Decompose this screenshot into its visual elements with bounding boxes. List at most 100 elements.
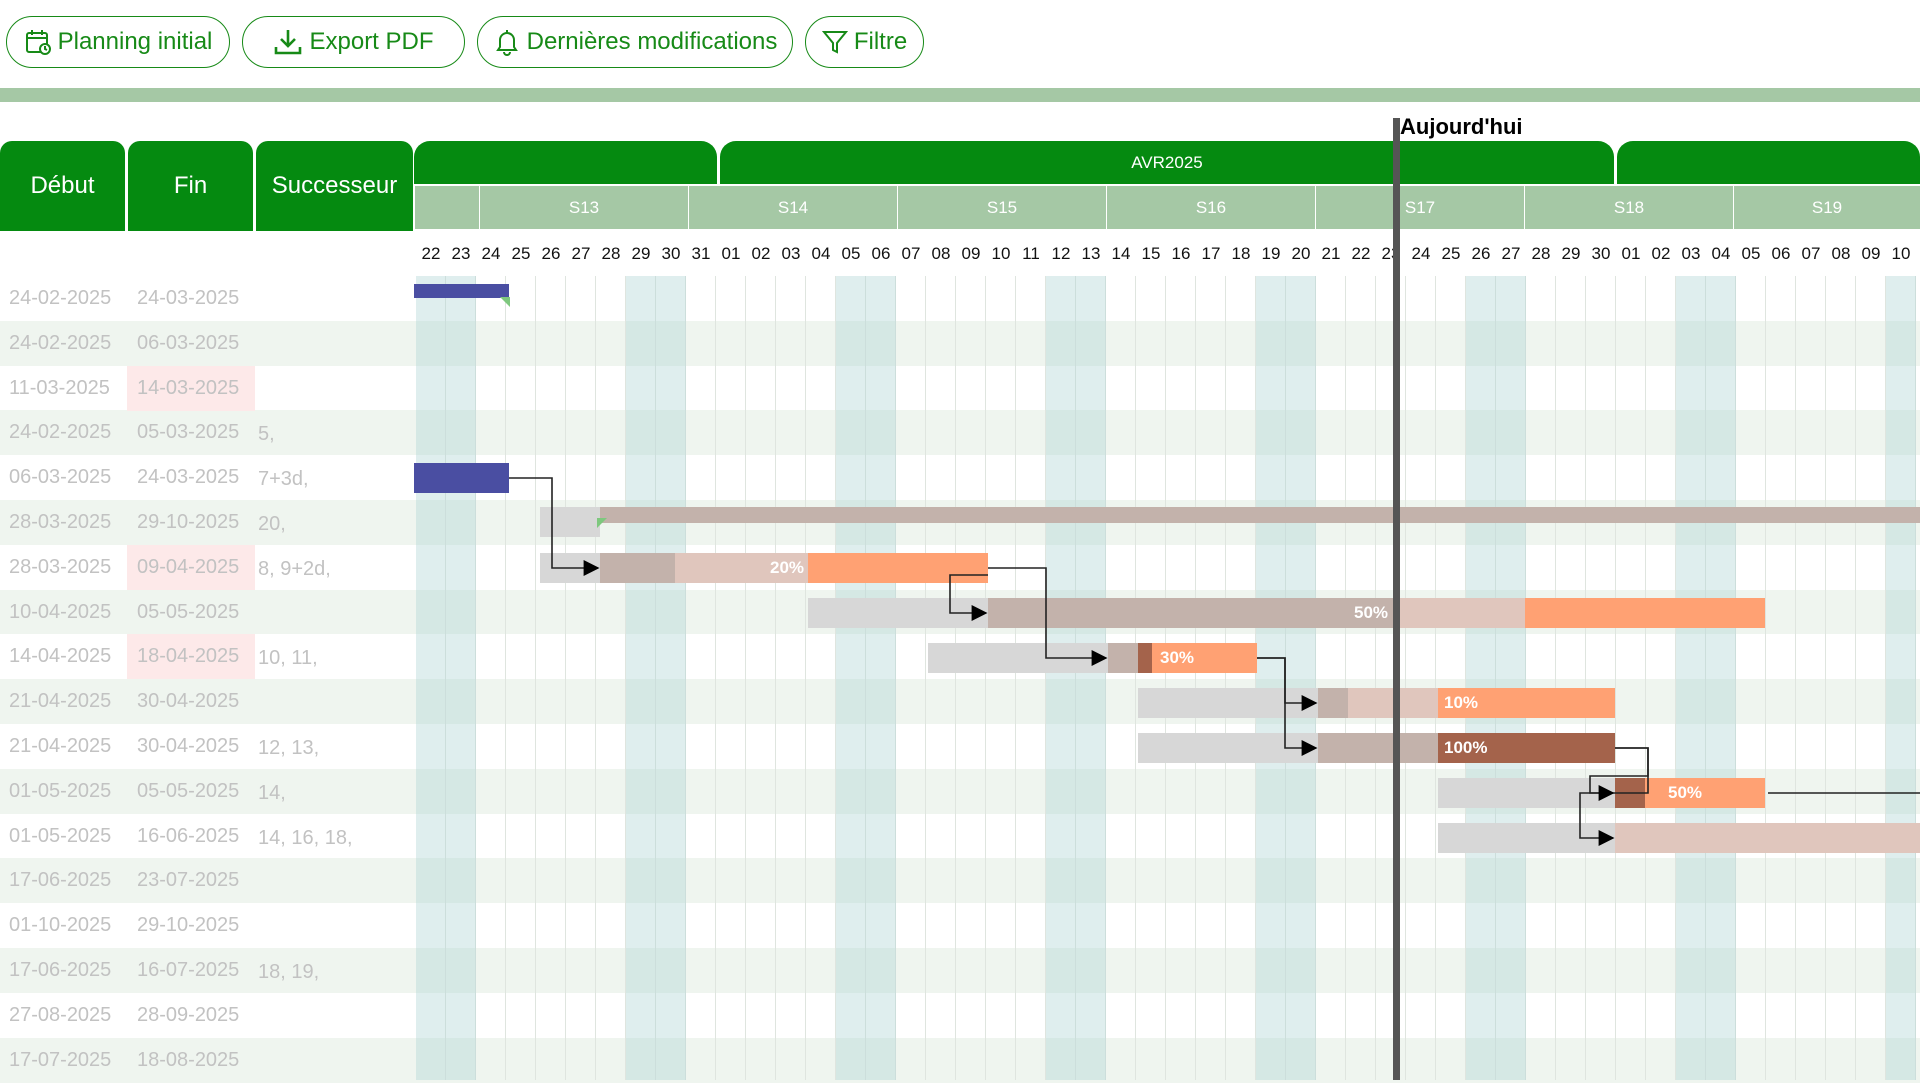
end-date-cell[interactable]: 05-05-2025 [137,779,240,802]
weekend-shade [836,276,866,1080]
end-date-cell[interactable]: 30-04-2025 [137,735,240,757]
weekend-shade [1256,276,1286,1080]
day-header-cell: 03 [781,244,801,263]
task-bar[interactable] [1152,643,1257,673]
end-date-cell[interactable]: 29-10-2025 [137,914,240,937]
start-date-cell[interactable]: 01-05-2025 [9,779,112,802]
start-date-cell[interactable]: 01-05-2025 [9,824,112,847]
day-header-cell: 25 [1441,244,1461,263]
end-date-cell[interactable]: 06-03-2025 [137,331,240,354]
end-date-cell[interactable]: 16-07-2025 [137,959,240,981]
end-date-cell[interactable]: 24-03-2025 [137,466,240,489]
filtre-button[interactable]: Filtre [805,16,924,68]
successor-cell[interactable]: 10, 11, [258,647,318,670]
successor-cell[interactable]: 14, [258,781,286,804]
grid-line [1525,276,1526,1080]
end-date-cell[interactable]: 18-04-2025 [127,634,255,680]
start-date-cell[interactable]: 21-04-2025 [9,690,112,713]
successor-cell[interactable]: 5, [258,423,275,446]
grid-line [1585,276,1586,1080]
start-date-cell[interactable]: 06-03-2025 [9,466,112,489]
end-date-cell[interactable]: 23-07-2025 [137,869,240,892]
successor-cell[interactable]: 18, 19, [258,961,320,983]
filter-icon [821,31,848,54]
day-header-cell: 22 [421,244,441,263]
grid-line [1435,276,1436,1080]
start-date-cell[interactable]: 01-10-2025 [9,914,112,937]
day-header-cell: 07 [1801,244,1821,263]
weekend-shade [1706,276,1736,1080]
grid-line [865,276,866,1080]
grid-line [1705,276,1706,1080]
grid-line [745,276,746,1080]
grid-line [475,276,476,1080]
start-date-cell[interactable]: 24-02-2025 [9,421,112,444]
start-date-cell[interactable]: 14-04-2025 [9,645,112,668]
successor-cell[interactable]: 7+3d, [258,468,309,491]
start-date-cell[interactable]: 17-07-2025 [9,1048,112,1071]
start-date-cell[interactable]: 27-08-2025 [9,1003,112,1026]
weekend-shade [1286,276,1316,1080]
row-background [0,948,1920,993]
day-header-cell: 16 [1171,244,1191,263]
dernieres-modifications-button[interactable]: Dernières modifications [477,16,793,68]
end-date-cell[interactable]: 18-08-2025 [137,1048,240,1071]
start-date-cell[interactable]: 28-03-2025 [9,511,112,533]
successor-cell[interactable]: 20, [258,513,286,535]
end-date-cell[interactable]: 24-03-2025 [137,287,240,309]
column-header-successeur[interactable]: Successeur [256,141,413,231]
task-bar[interactable] [1615,823,1920,853]
task-bar[interactable] [414,463,509,493]
grid-line [775,276,776,1080]
start-date-cell[interactable]: 24-02-2025 [9,287,112,309]
day-header-cell: 28 [1531,244,1551,263]
task-bar[interactable] [1438,688,1615,718]
start-date-cell[interactable]: 28-03-2025 [9,555,112,578]
end-date-cell[interactable]: 09-04-2025 [127,544,255,590]
task-bar[interactable] [1645,778,1765,808]
start-date-cell[interactable]: 17-06-2025 [9,869,112,892]
task-bar[interactable] [1438,733,1615,763]
end-date-cell[interactable]: 30-04-2025 [137,690,240,713]
row-background [0,365,1920,411]
grid-line [535,276,536,1080]
end-date-cell[interactable]: 28-09-2025 [137,1003,240,1026]
successor-cell[interactable]: 14, 16, 18, [258,826,353,849]
grid-line [1855,276,1856,1080]
milestone-marker-icon [597,518,607,528]
week-header: S15 [897,186,1106,229]
grid-line [445,276,446,1080]
end-date-cell[interactable]: 29-10-2025 [137,511,240,533]
column-header-debut[interactable]: Début [0,141,125,231]
row-background [0,858,1920,904]
grid-line [1375,276,1376,1080]
day-header-cell: 30 [1591,244,1611,263]
start-date-cell[interactable]: 17-06-2025 [9,959,112,981]
export-pdf-button[interactable]: Export PDF [242,16,465,68]
planning-initial-button[interactable]: Planning initial [6,16,230,68]
successor-cell[interactable]: 12, 13, [258,737,320,759]
grid-line [1195,276,1196,1080]
task-bar[interactable] [600,507,1920,523]
column-header-fin[interactable]: Fin [128,141,253,231]
day-header-cell: 06 [871,244,891,263]
day-header-cell: 28 [601,244,621,263]
start-date-cell[interactable]: 21-04-2025 [9,735,112,757]
calendar-icon [25,30,51,55]
day-header-cell: 19 [1261,244,1281,263]
end-date-cell[interactable]: 16-06-2025 [137,824,240,847]
week-header: S19 [1733,186,1920,229]
start-date-cell[interactable]: 24-02-2025 [9,331,112,354]
end-date-cell[interactable]: 14-03-2025 [127,365,255,411]
row-background [0,1037,1920,1083]
end-date-cell[interactable]: 05-05-2025 [137,600,240,623]
task-bar[interactable] [1525,598,1765,628]
end-date-cell[interactable]: 05-03-2025 [137,421,240,444]
start-date-cell[interactable]: 11-03-2025 [9,376,110,399]
start-date-cell[interactable]: 10-04-2025 [9,600,112,623]
row-background [0,455,1920,501]
successor-cell[interactable]: 8, 9+2d, [258,557,331,580]
task-bar[interactable] [808,553,988,583]
task-bar[interactable] [414,284,509,298]
